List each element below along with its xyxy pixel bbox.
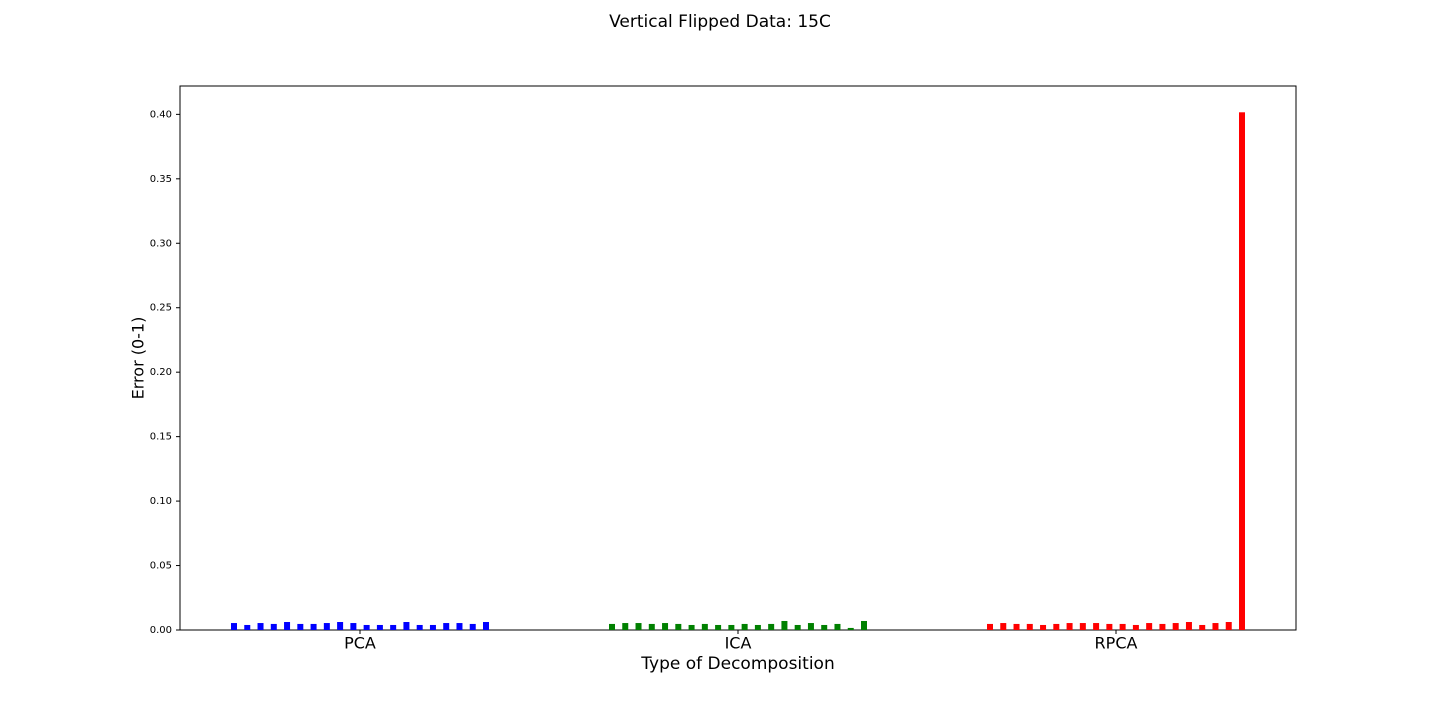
chart-title: Vertical Flipped Data: 15C	[609, 12, 831, 32]
bar	[622, 623, 629, 630]
bar	[337, 622, 344, 630]
bar	[821, 624, 828, 630]
bar	[310, 623, 317, 630]
y-tick-label: 0.20	[150, 367, 172, 378]
bar	[861, 620, 867, 630]
bar	[1000, 623, 1007, 630]
y-tick-label: 0.05	[150, 561, 172, 572]
bar	[1119, 623, 1126, 630]
bar	[284, 622, 291, 630]
plot-frame	[179, 85, 1297, 631]
bar	[323, 623, 330, 630]
bar	[244, 624, 251, 630]
bar	[754, 624, 761, 630]
bar	[403, 622, 410, 630]
y-tick-label: 0.15	[150, 432, 172, 443]
y-tick-label: 0.00	[150, 625, 172, 636]
bar	[609, 623, 615, 630]
bar	[429, 624, 436, 630]
bar	[1212, 623, 1219, 630]
bar	[715, 624, 722, 630]
bar	[662, 623, 669, 630]
bar	[987, 623, 993, 630]
y-tick-label: 0.10	[150, 496, 172, 507]
bar	[1225, 622, 1232, 630]
bar	[1093, 623, 1100, 630]
bar	[688, 624, 695, 630]
bar	[701, 623, 708, 630]
x-tick-label: PCA	[344, 634, 376, 653]
bar	[297, 623, 304, 630]
bar	[416, 624, 423, 630]
bar	[1040, 624, 1047, 630]
x-axis-label: Type of Decomposition	[640, 654, 834, 674]
bar	[1013, 623, 1020, 630]
bar	[483, 622, 489, 630]
bar	[270, 623, 277, 630]
x-tick-label: RPCA	[1095, 634, 1138, 653]
bar	[847, 627, 854, 630]
bar	[1053, 623, 1060, 630]
bar	[648, 623, 655, 630]
bar	[675, 623, 682, 630]
bar	[1172, 623, 1179, 630]
y-tick-label: 0.40	[150, 109, 172, 120]
bar	[456, 623, 463, 630]
bar	[1185, 622, 1192, 630]
bar	[807, 623, 814, 630]
bar	[728, 624, 735, 630]
bar	[741, 623, 748, 630]
bar	[1132, 624, 1139, 630]
bar	[231, 623, 237, 630]
bar	[781, 620, 788, 630]
x-tick-label: ICA	[725, 634, 752, 653]
bar	[390, 624, 397, 630]
bar	[350, 623, 357, 630]
bar	[1079, 623, 1086, 630]
bar	[1199, 624, 1206, 630]
y-axis-label: Error (0-1)	[129, 317, 148, 400]
bar	[1159, 623, 1166, 630]
y-tick-label: 0.30	[150, 238, 172, 249]
bar	[1066, 623, 1073, 630]
bar	[469, 623, 476, 630]
y-tick-label: 0.25	[150, 303, 172, 314]
bar	[1026, 623, 1033, 630]
bar	[443, 623, 450, 630]
bar	[834, 623, 841, 630]
bar	[363, 624, 370, 630]
bar	[1239, 112, 1245, 631]
bar	[768, 623, 775, 630]
bar	[635, 623, 642, 630]
bar	[794, 624, 801, 630]
bar	[1146, 623, 1153, 630]
bar	[257, 623, 264, 630]
y-tick-label: 0.35	[150, 174, 172, 185]
bar	[1106, 623, 1113, 630]
bar	[376, 624, 383, 630]
